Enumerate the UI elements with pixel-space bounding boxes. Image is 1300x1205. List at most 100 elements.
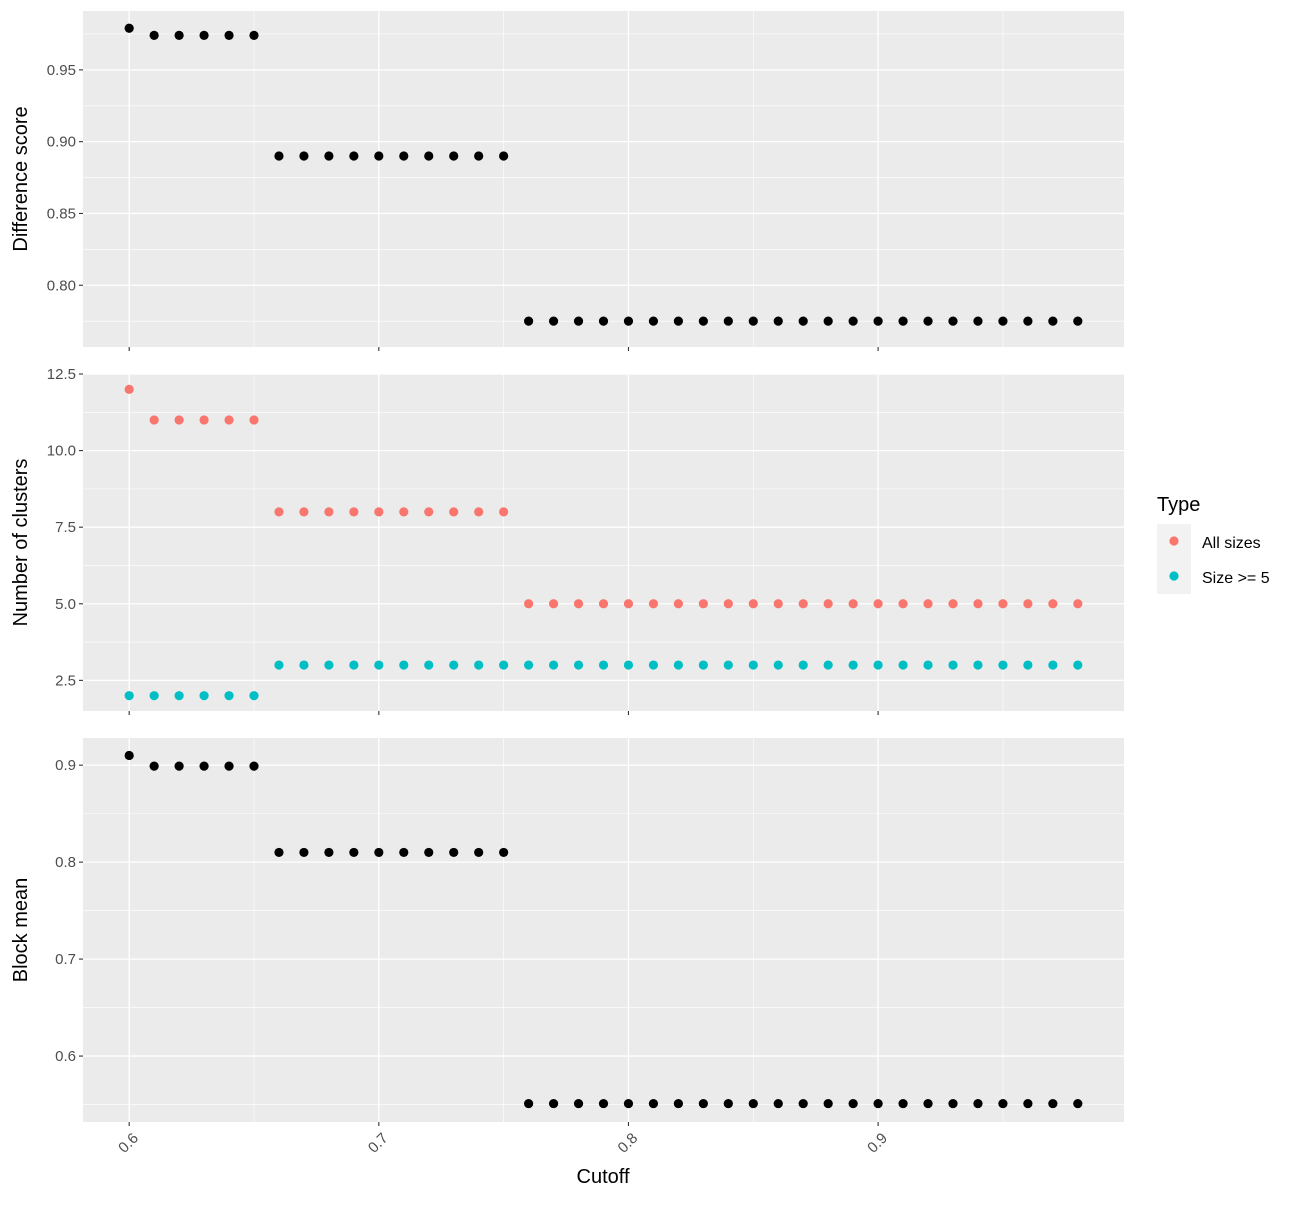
data-point xyxy=(573,660,584,670)
data-point xyxy=(499,507,509,517)
series-points xyxy=(124,750,1083,1109)
panel-background xyxy=(83,374,1124,711)
data-point xyxy=(698,660,708,670)
data-point xyxy=(798,599,808,609)
data-point xyxy=(548,599,559,609)
y-tick-label: 12.5 xyxy=(47,366,76,383)
data-point xyxy=(399,507,409,517)
data-point xyxy=(474,151,484,161)
data-point xyxy=(399,660,409,670)
data-point xyxy=(773,1098,783,1109)
data-point xyxy=(1023,660,1033,670)
data-point xyxy=(748,316,758,326)
data-point xyxy=(723,660,733,670)
data-point xyxy=(698,599,708,609)
legend-key-background xyxy=(1157,524,1191,594)
data-point xyxy=(1048,660,1058,670)
y-tick-label: 10.0 xyxy=(47,443,76,460)
data-point xyxy=(524,599,534,609)
data-point xyxy=(424,847,434,858)
data-point xyxy=(524,1098,534,1109)
data-point xyxy=(1073,660,1083,670)
data-point xyxy=(823,1098,833,1109)
data-point xyxy=(474,507,484,517)
data-point xyxy=(174,30,184,41)
data-point xyxy=(174,415,184,425)
y-tick-label: 0.9 xyxy=(55,757,76,774)
data-point xyxy=(748,1098,758,1109)
x-tick-label: 0.7 xyxy=(365,1130,392,1157)
data-point xyxy=(648,660,659,670)
data-point xyxy=(823,599,833,609)
data-point xyxy=(998,1098,1008,1109)
data-point xyxy=(648,316,659,326)
x-axis: 0.6 0.7 0.8 0.9 xyxy=(115,1130,891,1157)
y-tick-label: 0.7 xyxy=(55,951,76,968)
data-point xyxy=(898,1098,908,1109)
data-point xyxy=(374,507,384,517)
y-tick-label: 0.95 xyxy=(47,62,76,79)
data-point xyxy=(399,151,409,161)
data-point xyxy=(324,151,334,161)
data-point xyxy=(1023,599,1033,609)
data-point xyxy=(673,1098,683,1109)
data-point xyxy=(299,151,309,161)
data-point xyxy=(923,316,933,326)
data-point xyxy=(399,847,409,858)
y-axis-title: Number of clusters xyxy=(10,459,32,627)
data-point xyxy=(923,1098,933,1109)
legend-label-size-5: Size >= 5 xyxy=(1202,570,1270,587)
data-point xyxy=(474,660,484,670)
data-point xyxy=(224,761,234,771)
panel-block-mean: 0.6 0.7 0.8 0.9 Block mean xyxy=(10,738,1124,1126)
data-point xyxy=(798,1098,808,1109)
panel-background xyxy=(83,11,1124,347)
data-point xyxy=(449,507,459,517)
data-point xyxy=(424,151,434,161)
data-point xyxy=(898,599,908,609)
series-size-5 xyxy=(124,660,1083,701)
data-point xyxy=(698,1098,708,1109)
data-point xyxy=(449,847,459,858)
y-tick-label: 7.5 xyxy=(55,519,76,536)
y-axis-title: Block mean xyxy=(10,878,32,983)
data-point xyxy=(249,691,259,701)
data-point xyxy=(124,384,134,394)
y-axis-title: Difference score xyxy=(10,106,32,251)
data-point xyxy=(299,507,309,517)
data-point xyxy=(623,660,634,670)
data-point xyxy=(449,151,459,161)
data-point xyxy=(299,847,309,858)
x-tick-label: 0.9 xyxy=(864,1130,891,1157)
data-point xyxy=(698,316,708,326)
data-point xyxy=(973,660,983,670)
data-point xyxy=(723,1098,733,1109)
data-point xyxy=(673,660,683,670)
data-point xyxy=(224,691,234,701)
data-point xyxy=(224,30,234,41)
data-point xyxy=(773,316,783,326)
data-point xyxy=(673,599,683,609)
x-tick-label: 0.8 xyxy=(615,1130,642,1157)
series-points xyxy=(124,23,1083,326)
data-point xyxy=(923,599,933,609)
data-point xyxy=(623,599,634,609)
legend-key-all-sizes xyxy=(1169,536,1179,546)
data-point xyxy=(349,507,359,517)
data-point xyxy=(548,1098,559,1109)
data-point xyxy=(324,847,334,858)
data-point xyxy=(848,660,858,670)
data-point xyxy=(1048,1098,1058,1109)
data-point xyxy=(998,660,1008,670)
data-point xyxy=(823,660,833,670)
y-tick-label: 5.0 xyxy=(55,596,76,613)
legend-key-size-5 xyxy=(1169,571,1179,581)
data-point xyxy=(374,151,384,161)
data-point xyxy=(1073,1098,1083,1109)
data-point xyxy=(598,1098,609,1109)
data-point xyxy=(199,761,209,771)
data-point xyxy=(499,847,509,858)
data-point xyxy=(648,1098,659,1109)
data-point xyxy=(199,691,209,701)
